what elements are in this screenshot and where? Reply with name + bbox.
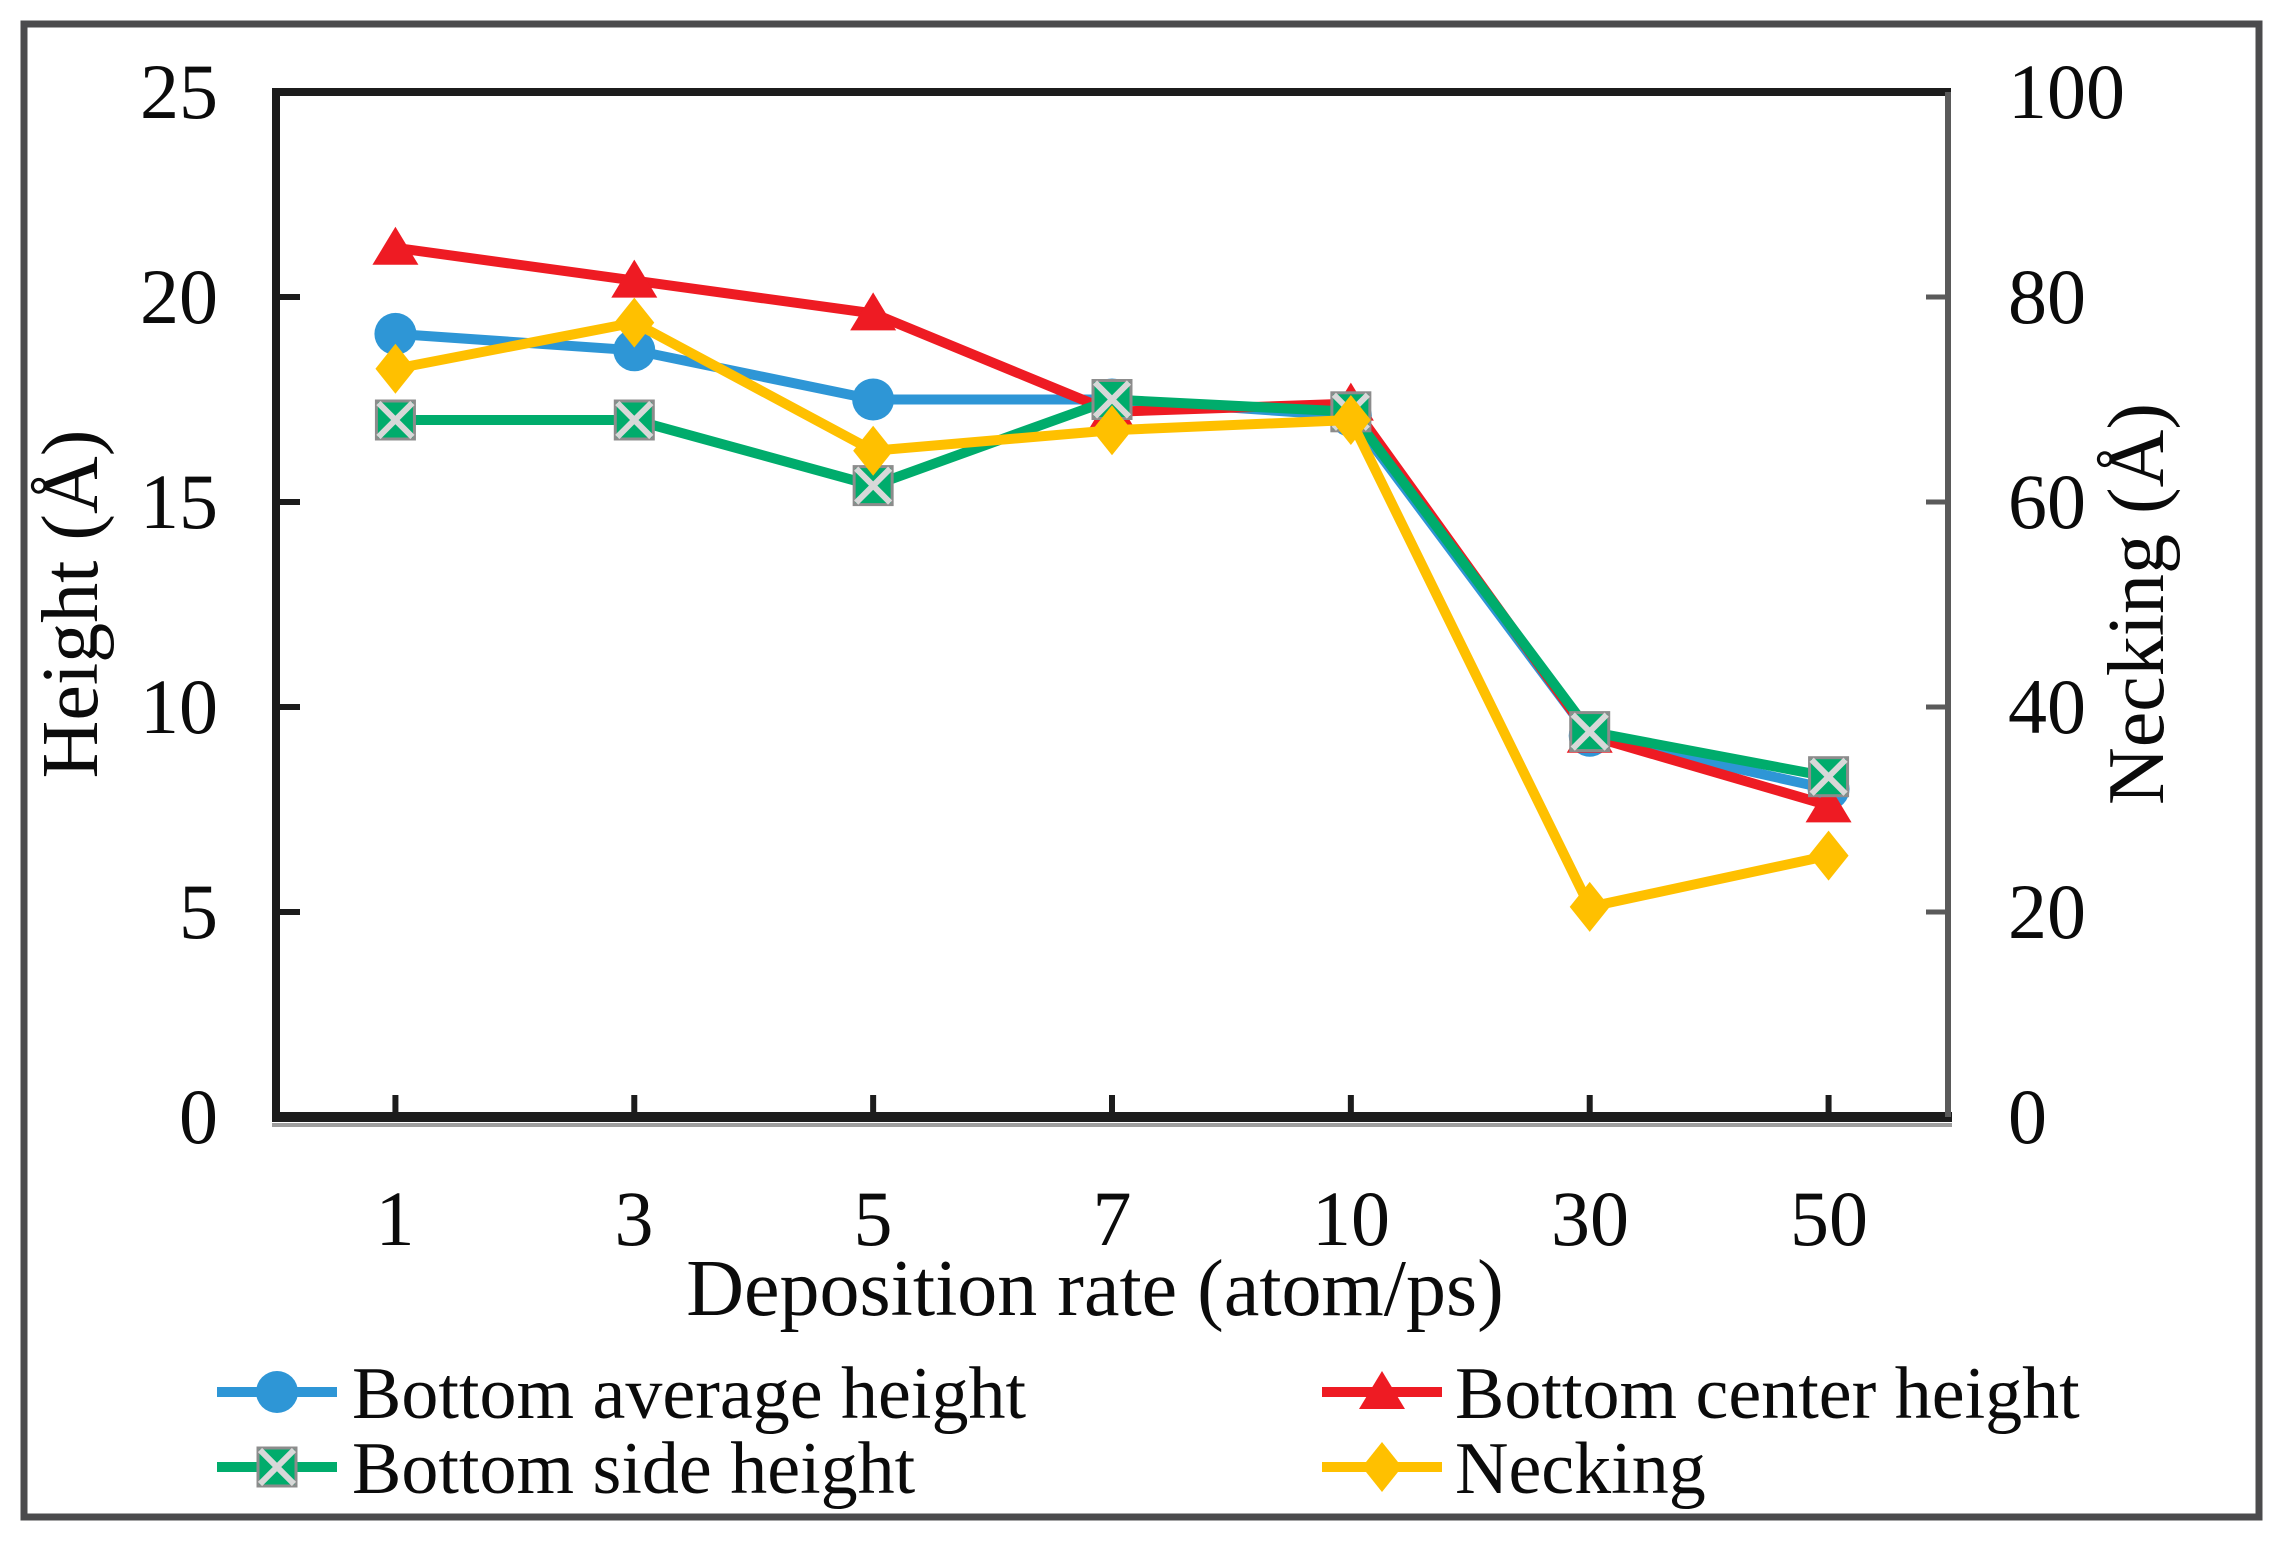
x-tick-5: 5 — [854, 1175, 893, 1262]
marker-necking-3 — [614, 297, 655, 348]
marker-bottom-average-height-3 — [613, 329, 656, 372]
marker-bottom-center-height-50 — [1805, 784, 1852, 823]
right-tick-0: 0 — [2008, 1073, 2047, 1160]
legend-marker-bottom-side-height — [256, 1446, 298, 1488]
marker-bottom-side-height-50 — [1808, 756, 1850, 798]
figure-border — [20, 20, 2263, 1521]
right-tick-20: 20 — [2008, 868, 2086, 955]
x-tick-10: 10 — [1312, 1175, 1390, 1262]
left-tick-20: 20 — [140, 253, 218, 340]
marker-necking-50 — [1808, 830, 1849, 881]
x-tick-50: 50 — [1790, 1175, 1868, 1262]
legend-marker-bottom-average-height — [256, 1371, 298, 1413]
x-axis-title: Deposition rate (atom/ps) — [686, 1245, 1504, 1333]
x-tick-1: 1 — [376, 1175, 415, 1262]
marker-bottom-side-height-30 — [1569, 711, 1611, 753]
legend-label-necking: Necking — [1455, 1428, 1706, 1510]
left-tick-0: 0 — [179, 1073, 218, 1160]
marker-necking-30 — [1569, 881, 1610, 932]
legend-marker-necking — [1362, 1442, 1402, 1492]
left-axis-tick-labels: 0 5 10 15 20 25 — [140, 48, 218, 1160]
marker-necking-5 — [853, 425, 894, 476]
marker-bottom-center-height-3 — [611, 259, 658, 298]
x-tick-3: 3 — [615, 1175, 654, 1262]
legend: Bottom average height Bottom center heig… — [352, 1353, 2080, 1510]
marker-bottom-average-height-1 — [374, 312, 417, 355]
x-tick-7: 7 — [1093, 1175, 1132, 1262]
series-line-bottom-side-height — [395, 394, 1830, 782]
chart-series-layer — [217, 226, 1951, 1492]
marker-bottom-center-height-5 — [850, 292, 897, 331]
right-tick-100: 100 — [2008, 48, 2125, 135]
right-axis-tick-labels: 0 20 40 60 80 100 — [2008, 48, 2125, 1160]
left-tick-5: 5 — [179, 868, 218, 955]
legend-marker-bottom-center-height — [1359, 1371, 1405, 1409]
plot-area — [272, 88, 1952, 1127]
marker-bottom-average-height-5 — [852, 378, 895, 421]
marker-bottom-center-height-1 — [372, 226, 419, 265]
left-tick-25: 25 — [140, 48, 218, 135]
x-axis-tick-labels: 1 3 5 7 10 30 50 — [376, 1175, 1869, 1262]
right-tick-60: 60 — [2008, 458, 2086, 545]
x-tick-30: 30 — [1551, 1175, 1629, 1262]
right-axis-title: Necking (Å) — [2093, 403, 2181, 805]
legend-label-bottom-center-height: Bottom center height — [1455, 1353, 2080, 1435]
left-tick-15: 15 — [140, 458, 218, 545]
marker-bottom-side-height-1 — [374, 399, 416, 441]
left-axis-title: Height (Å) — [27, 430, 115, 779]
marker-necking-1 — [375, 343, 416, 394]
marker-necking-10 — [1330, 395, 1371, 445]
legend-label-bottom-average-height: Bottom average height — [352, 1353, 1026, 1435]
right-tick-80: 80 — [2008, 253, 2086, 340]
legend-label-bottom-side-height: Bottom side height — [352, 1428, 916, 1510]
marker-bottom-side-height-3 — [613, 399, 655, 441]
marker-necking-7 — [1092, 405, 1132, 456]
right-tick-40: 40 — [2008, 663, 2086, 750]
left-tick-10: 10 — [140, 663, 218, 750]
